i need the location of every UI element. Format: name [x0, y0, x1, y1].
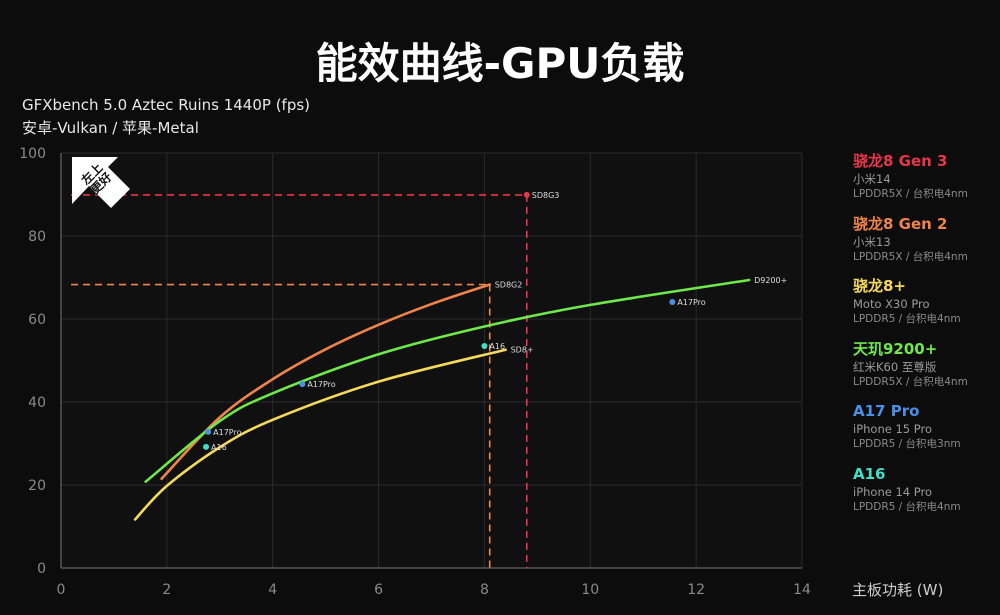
legend-memory: LPDDR5X / 台积电4nm	[853, 375, 968, 388]
data-point-label: A16	[211, 443, 227, 452]
legend-memory: LPDDR5 / 台积电4nm	[853, 500, 961, 513]
x-tick-label: 6	[374, 582, 383, 598]
legend-device: Moto X30 Pro	[853, 297, 930, 311]
legend-chip-name: 骁龙8 Gen 3	[853, 152, 948, 170]
x-tick-label: 12	[687, 582, 705, 598]
x-tick-label: 10	[581, 582, 599, 598]
legend-memory: LPDDR5 / 台积电4nm	[853, 313, 961, 325]
legend-item: 骁龙8 Gen 2 小米13 LPDDR5X / 台积电4nm	[853, 215, 1000, 278]
legend-item: A17 Pro iPhone 15 Pro LPDDR5 / 台积电3nm	[853, 402, 1000, 465]
y-tick-label: 80	[28, 229, 46, 245]
y-tick-label: 20	[28, 478, 46, 494]
legend-device: 红米K60 至尊版	[853, 359, 937, 374]
x-tick-label: 4	[268, 582, 277, 598]
series-end-label: SD8G2	[495, 281, 523, 290]
legend-chip-name: 天玑9200+	[853, 339, 938, 358]
x-tick-label: 14	[793, 582, 811, 598]
y-tick-label: 40	[28, 395, 46, 411]
data-point-label: A17Pro	[213, 428, 241, 437]
legend-item: A16 iPhone 14 Pro LPDDR5 / 台积电4nm	[853, 465, 1000, 528]
y-tick-label: 100	[19, 146, 46, 162]
data-point-label: A16	[489, 342, 505, 351]
plot-area	[61, 153, 802, 568]
x-tick-label: 0	[57, 582, 66, 598]
data-point	[205, 428, 212, 435]
legend-memory: LPDDR5X / 台积电4nm	[853, 250, 968, 263]
legend-device: 小米13	[853, 234, 891, 249]
page-title: 能效曲线-GPU负载	[315, 39, 685, 88]
legend-chip-name: A16	[853, 464, 886, 483]
x-tick-label: 8	[480, 582, 489, 598]
legend-memory: LPDDR5 / 台积电3nm	[853, 438, 961, 450]
y-tick-label: 0	[37, 561, 46, 577]
legend-device: iPhone 15 Pro	[853, 422, 933, 436]
data-point	[203, 443, 210, 450]
data-point	[669, 298, 676, 305]
series-line	[160, 283, 492, 481]
legend-chip-name: 骁龙8+	[853, 277, 907, 295]
data-point	[523, 191, 530, 198]
series-end-label: SD8+	[511, 346, 534, 355]
subtitle-benchmark: GFXbench 5.0 Aztec Ruins 1440P (fps)	[22, 96, 311, 114]
arrow-up-left-icon	[72, 157, 130, 208]
x-axis-label: 主板功耗 (W)	[852, 581, 944, 599]
legend-chip-name: A17 Pro	[853, 402, 920, 420]
data-point-label: A17Pro	[677, 298, 705, 307]
data-point	[481, 342, 488, 349]
legend-item: 骁龙8 Gen 3 小米14 LPDDR5X / 台积电4nm	[853, 152, 1000, 215]
subtitle-api: 安卓-Vulkan / 苹果-Metal	[22, 119, 199, 137]
series-end-label: D9200+	[754, 276, 787, 285]
data-point-label: SD8G3	[532, 191, 560, 200]
y-tick-label: 60	[28, 312, 46, 328]
legend-device: 小米14	[853, 172, 891, 186]
legend-item: 天玑9200+ 红米K60 至尊版 LPDDR5X / 台积电4nm	[853, 340, 1000, 403]
x-tick-label: 2	[162, 582, 171, 598]
data-point	[299, 381, 306, 388]
legend-item: 骁龙8+ Moto X30 Pro LPDDR5 / 台积电4nm	[853, 277, 1000, 340]
legend-memory: LPDDR5X / 台积电4nm	[853, 188, 968, 200]
legend-chip-name: 骁龙8 Gen 2	[853, 214, 948, 233]
series-line	[133, 348, 507, 521]
legend-device: iPhone 14 Pro	[853, 484, 933, 499]
series-line	[144, 278, 751, 483]
data-point-label: A17Pro	[307, 380, 335, 389]
